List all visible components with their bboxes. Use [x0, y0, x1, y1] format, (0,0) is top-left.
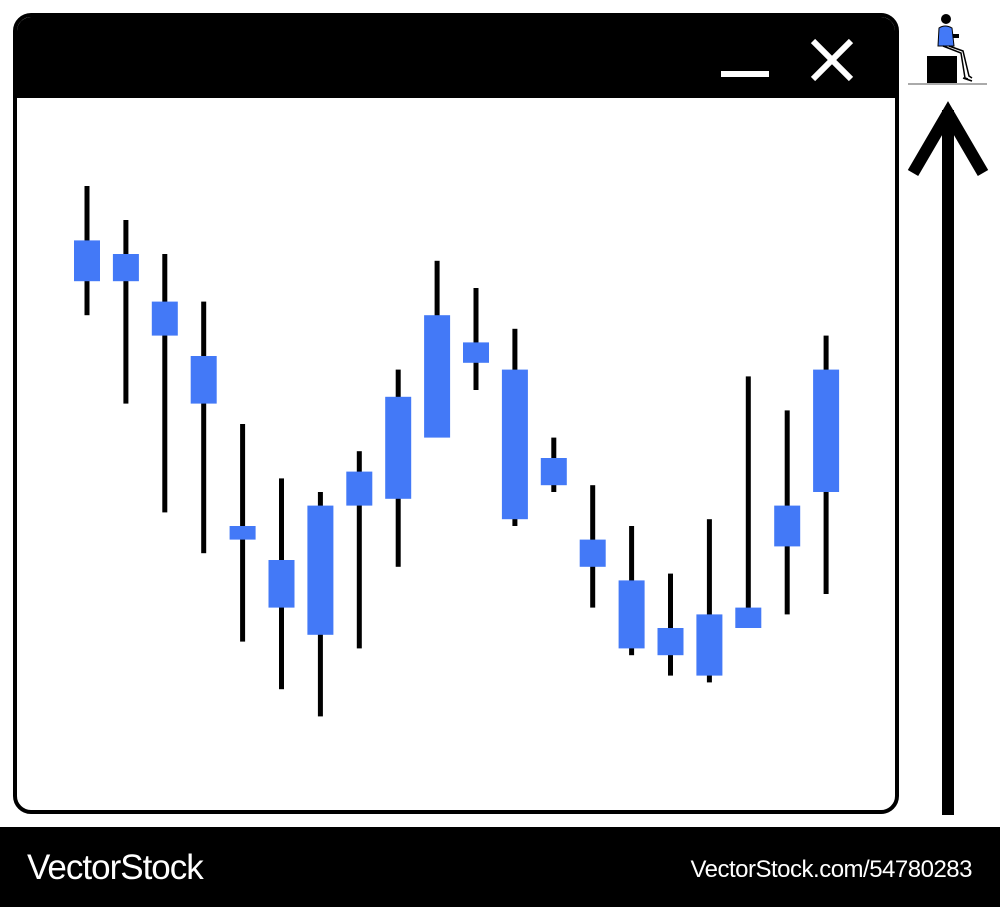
candle: [463, 288, 489, 390]
candle-body: [657, 628, 684, 656]
window-titlebar: [17, 17, 895, 98]
person-sitting-with-phone-icon: [905, 6, 995, 90]
close-icon: [810, 38, 854, 82]
footer-bar: VectorStock VectorStock.com/54780283: [0, 827, 1000, 907]
candle: [229, 424, 256, 642]
chart-window: [13, 13, 899, 814]
candle-wick: [473, 288, 479, 390]
candle: [268, 478, 295, 690]
candle-wick: [123, 220, 129, 404]
candle-wick: [162, 254, 168, 513]
candle-body: [307, 505, 334, 635]
candle-body: [424, 315, 451, 438]
candle: [151, 254, 178, 513]
candle-body: [618, 580, 645, 649]
candle-body: [268, 560, 295, 608]
candle: [696, 519, 723, 683]
candlestick-chart: [74, 186, 840, 717]
candle-body: [735, 607, 762, 628]
candle-wick: [706, 519, 712, 683]
candle-body: [813, 369, 840, 492]
minimize-icon: [721, 71, 769, 77]
candle: [424, 260, 451, 438]
candle: [774, 410, 801, 615]
candle-wick: [356, 451, 362, 649]
vectorstock-logo: VectorStock: [27, 848, 204, 887]
image-reference: VectorStock.com/54780283: [690, 856, 972, 883]
candle: [190, 301, 217, 554]
candle-body: [229, 526, 256, 540]
candle-body: [501, 369, 528, 520]
candle-body: [579, 539, 606, 567]
candle-body: [112, 254, 139, 282]
up-arrow-icon: [907, 101, 989, 815]
candle-body: [74, 240, 100, 282]
candle-body: [151, 301, 178, 336]
candle: [657, 573, 684, 676]
candle: [579, 485, 606, 608]
candle: [813, 335, 840, 594]
candle: [74, 186, 100, 316]
candle-body: [346, 471, 373, 506]
candle: [307, 492, 334, 717]
candle-body: [696, 614, 723, 676]
candle-wick: [745, 376, 751, 622]
candle: [540, 437, 567, 492]
candle-body: [190, 356, 217, 404]
candle: [346, 451, 373, 649]
candle: [501, 328, 528, 526]
candle-wick: [668, 573, 673, 676]
minimize-button[interactable]: [717, 39, 775, 83]
candle: [735, 376, 762, 628]
candle: [385, 369, 412, 567]
candle-body: [540, 458, 567, 486]
candle-body: [385, 396, 412, 499]
candle-body: [463, 342, 489, 363]
candle-body: [774, 505, 801, 547]
candle-wick: [201, 301, 207, 554]
candle: [618, 526, 645, 656]
close-button[interactable]: [807, 35, 857, 85]
candle: [112, 220, 139, 404]
